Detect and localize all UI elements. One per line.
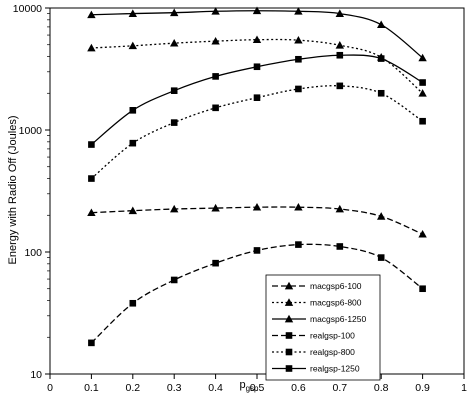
data-point-macgsp6-800-4 xyxy=(252,35,262,44)
data-point-realgsp-100-0 xyxy=(88,339,95,347)
x-tick-label: 0.7 xyxy=(332,382,347,394)
data-point-macgsp6-100-6 xyxy=(335,204,344,213)
data-point-realgsp-800-7 xyxy=(377,89,385,97)
x-tick-label: 0.2 xyxy=(125,382,140,394)
data-point-realgsp-100-8 xyxy=(419,285,426,293)
data-point-macgsp6-100-5 xyxy=(294,202,303,211)
data-point-realgsp-800-2 xyxy=(170,119,178,126)
x-tick-label: 0.3 xyxy=(167,382,182,394)
legend-marker-macgsp6-800 xyxy=(284,298,294,306)
data-point-realgsp-800-1 xyxy=(129,139,137,147)
data-point-realgsp-800-3 xyxy=(212,104,219,112)
data-point-realgsp-100-6 xyxy=(336,243,344,250)
data-point-realgsp-1250-6 xyxy=(336,51,344,59)
data-point-macgsp6-800-5 xyxy=(294,35,303,44)
data-point-realgsp-1250-4 xyxy=(253,63,261,71)
x-tick-label: 0.4 xyxy=(208,382,223,394)
data-point-macgsp6-1250-3 xyxy=(211,7,220,15)
legend-marker-macgsp6-1250 xyxy=(284,314,294,323)
y-tick-label: 10 xyxy=(30,369,42,381)
data-point-realgsp-800-8 xyxy=(419,117,426,125)
legend-label-macgsp6-100: macgsp6-100 xyxy=(310,281,362,291)
data-point-macgsp6-1250-1 xyxy=(128,9,137,17)
legend-label-macgsp6-800: macgsp6-800 xyxy=(310,298,362,308)
data-point-realgsp-1250-2 xyxy=(170,87,178,94)
legend-marker-realgsp-100 xyxy=(285,332,293,339)
x-tick-label: 0.8 xyxy=(374,382,389,394)
data-point-macgsp6-100-7 xyxy=(377,212,386,220)
y-axis-title: Energy with Radio Off (Joules) xyxy=(7,116,19,265)
y-tick-label: 10000 xyxy=(13,3,42,15)
x-axis-title-main: p xyxy=(239,379,245,391)
data-point-macgsp6-1250-7 xyxy=(377,20,386,29)
data-point-macgsp6-800-1 xyxy=(128,41,137,50)
series-line-macgsp6-800 xyxy=(91,38,424,94)
data-point-realgsp-1250-3 xyxy=(212,73,219,80)
data-point-realgsp-1250-1 xyxy=(129,107,137,114)
data-point-macgsp6-100-1 xyxy=(128,206,137,215)
data-point-macgsp6-100-0 xyxy=(87,208,96,217)
legend-marker-realgsp-800 xyxy=(285,348,293,356)
data-point-macgsp6-1250-0 xyxy=(87,10,96,19)
data-point-realgsp-100-7 xyxy=(377,254,385,261)
legend-label-realgsp-800: realgsp-800 xyxy=(310,347,355,357)
data-point-macgsp6-800-2 xyxy=(170,38,179,47)
data-point-macgsp6-1250-5 xyxy=(294,7,303,15)
data-point-realgsp-1250-7 xyxy=(377,55,385,62)
plot-area-border xyxy=(49,7,465,375)
x-axis-title: pgsp xyxy=(239,379,259,393)
y-tick-label: 100 xyxy=(24,247,42,259)
data-point-realgsp-100-1 xyxy=(129,299,137,307)
series-line-macgsp6-1250 xyxy=(91,10,424,59)
x-tick-label: 1 xyxy=(461,382,467,394)
data-point-realgsp-800-6 xyxy=(336,82,344,90)
legend-label-realgsp-1250: realgsp-1250 xyxy=(310,364,360,374)
legend-label-macgsp6-1250: macgsp6-1250 xyxy=(310,314,367,324)
data-point-macgsp6-1250-2 xyxy=(170,8,179,17)
data-point-realgsp-800-0 xyxy=(88,175,95,182)
data-point-realgsp-800-4 xyxy=(253,94,261,101)
data-point-realgsp-1250-5 xyxy=(295,55,302,63)
x-tick-label: 0.5 xyxy=(250,382,265,394)
series-line-realgsp-800 xyxy=(90,85,423,180)
data-point-macgsp6-800-0 xyxy=(87,43,96,52)
data-point-realgsp-800-5 xyxy=(295,85,302,93)
data-point-realgsp-100-2 xyxy=(170,276,178,284)
x-axis-title-sub: gsp xyxy=(246,384,259,393)
x-tick-label: 0.9 xyxy=(415,382,430,394)
data-point-macgsp6-1250-4 xyxy=(252,6,262,15)
data-point-macgsp6-1250-6 xyxy=(335,9,344,17)
data-point-realgsp-100-4 xyxy=(253,247,261,254)
x-tick-label: 0.6 xyxy=(291,382,306,394)
data-point-macgsp6-800-3 xyxy=(211,36,220,45)
data-point-macgsp6-100-4 xyxy=(252,202,262,211)
x-tick-label: 0 xyxy=(47,382,53,394)
data-point-realgsp-1250-0 xyxy=(88,141,95,148)
series-line-macgsp6-100 xyxy=(91,206,423,235)
data-point-macgsp6-1250-8 xyxy=(418,53,427,62)
data-point-realgsp-100-3 xyxy=(212,259,219,267)
legend-marker-macgsp6-100 xyxy=(284,281,294,290)
legend-box xyxy=(265,274,381,381)
data-point-realgsp-100-5 xyxy=(295,241,302,248)
legend-marker-realgsp-1250 xyxy=(285,365,293,372)
data-point-macgsp6-800-6 xyxy=(335,41,344,49)
data-point-realgsp-1250-8 xyxy=(419,79,426,86)
data-point-macgsp6-100-2 xyxy=(170,204,179,213)
x-tick-label: 0.1 xyxy=(84,382,99,394)
data-point-macgsp6-100-8 xyxy=(418,229,427,238)
data-point-macgsp6-100-3 xyxy=(211,203,220,212)
y-tick-label: 1000 xyxy=(19,125,43,137)
data-point-macgsp6-800-8 xyxy=(418,89,427,97)
legend-label-realgsp-100: realgsp-100 xyxy=(310,331,355,341)
